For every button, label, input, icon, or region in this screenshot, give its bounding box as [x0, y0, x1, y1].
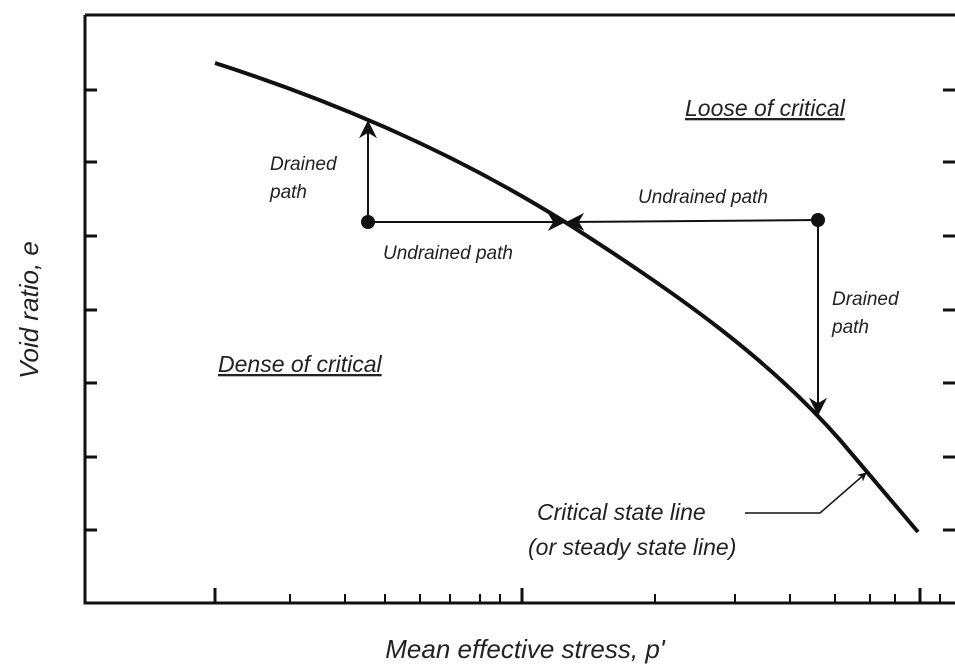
region-label: Loose of critical [685, 95, 846, 121]
critical-state-line [214, 61, 920, 534]
label: path [269, 182, 307, 203]
line-label: Critical state line [537, 499, 706, 525]
plot-frame [83, 13, 955, 605]
label: Drained [832, 289, 900, 310]
undrained-arrow-right [566, 212, 819, 231]
start-point [811, 213, 825, 227]
axes [83, 13, 955, 605]
label: Drained [270, 154, 338, 175]
label: path [831, 317, 869, 338]
start-point [361, 215, 375, 229]
y-axis-title: Void ratio, e [14, 241, 44, 379]
label: Undrained path [383, 243, 513, 264]
region-label: Dense of critical [218, 351, 383, 377]
line-label: (or steady state line) [528, 534, 736, 560]
x-axis-title: Mean effective stress, p' [385, 634, 666, 664]
label: Undrained path [638, 187, 768, 208]
leader-line [745, 472, 867, 514]
